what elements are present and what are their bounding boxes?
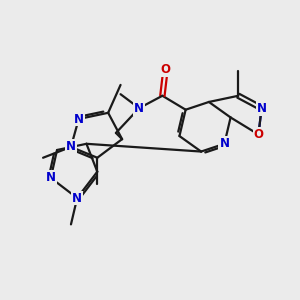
Text: N: N: [74, 112, 84, 125]
Text: N: N: [66, 140, 76, 153]
Text: N: N: [72, 191, 82, 205]
Text: N: N: [219, 137, 230, 150]
Text: N: N: [46, 171, 56, 184]
Text: N: N: [134, 102, 144, 115]
Text: O: O: [254, 128, 263, 141]
Text: O: O: [160, 63, 170, 76]
Text: N: N: [256, 102, 267, 115]
